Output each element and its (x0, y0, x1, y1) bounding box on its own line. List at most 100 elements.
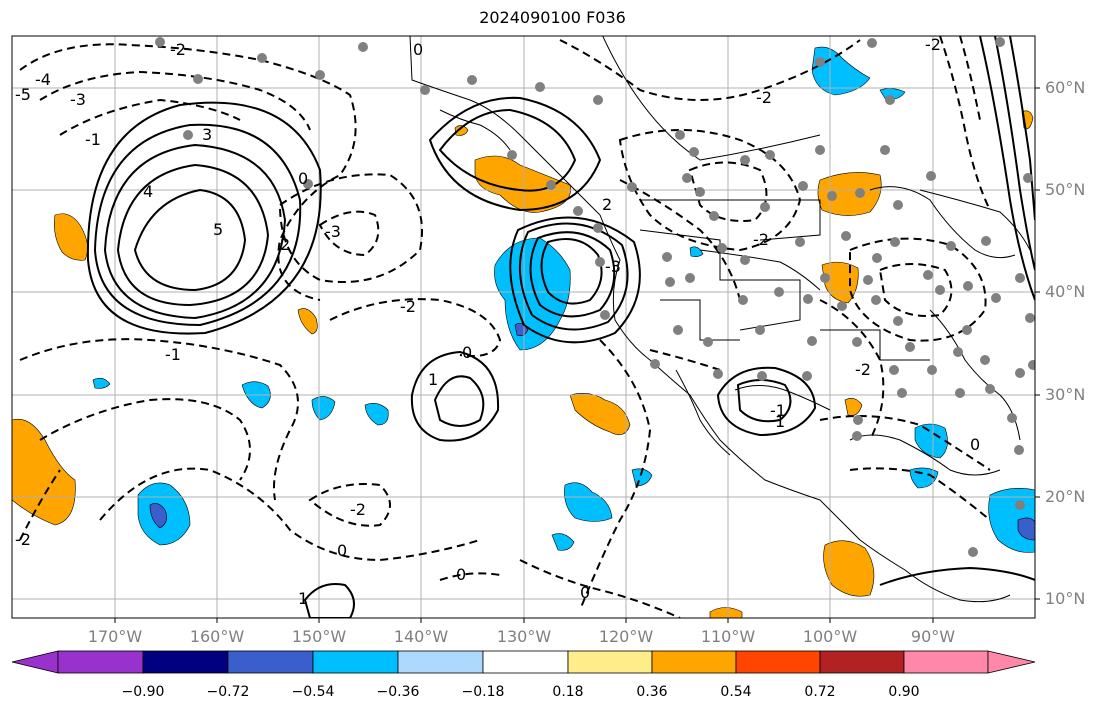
contour-label: -2 (400, 297, 416, 316)
contour-label: -5 (15, 85, 31, 104)
colorbar-segment (397, 650, 484, 674)
contour-label: 0 (413, 40, 423, 59)
shade-negative-region (914, 423, 948, 459)
shade-negative-region (811, 46, 871, 96)
colorbar-tick-label: −0.90 (121, 684, 165, 700)
colorbar-segment (903, 650, 989, 674)
shade-positive-region (823, 540, 875, 597)
lon-label-110w: 110°W (700, 627, 756, 646)
station-dots (155, 37, 1035, 557)
shade-negative-region (564, 482, 613, 522)
contour-label: -2 (855, 360, 871, 379)
shade-positive-region (709, 607, 743, 618)
shade-positive-region (569, 393, 631, 436)
colorbar-tick-label: 0.36 (636, 684, 668, 700)
shade-positive-region (474, 155, 571, 213)
colorbar-tick-label: −0.72 (206, 684, 250, 700)
contour-label: -3 (70, 90, 86, 109)
lat-label-20n: 20°N (1045, 487, 1086, 506)
contour-label: -3 (605, 257, 621, 276)
colorbar (11, 650, 1036, 674)
contour-label: -2 (925, 35, 941, 54)
colorbar-tick-label: 0.90 (888, 684, 920, 700)
lat-label-60n: 60°N (1045, 78, 1086, 97)
lon-label-150w: 150°W (291, 627, 347, 646)
colorbar-extend-low (11, 650, 59, 674)
colorbar-tick-label: 0.18 (552, 684, 584, 700)
coastlines (409, 36, 1031, 603)
lon-label-130w: 130°W (496, 627, 552, 646)
lat-label-50n: 50°N (1045, 180, 1086, 199)
colorbar-segment (482, 650, 569, 674)
contour-label: 0 (462, 343, 472, 362)
lon-label-140w: 140°W (393, 627, 449, 646)
lon-label-160w: 160°W (189, 627, 245, 646)
contour-label: 0 (580, 583, 590, 602)
contour-label: -1 (770, 401, 786, 420)
map-body: -2 0 -1 -3 -4 -5 2 3 4 5 -2 -3 -2 -1 1 0… (12, 35, 1035, 618)
contour-label: -1 (165, 345, 181, 364)
contour-label: -2 (15, 530, 31, 549)
contours-positive (86, 36, 1035, 618)
shade-positive-region (297, 308, 318, 335)
shade-negative-region (689, 246, 704, 257)
contour-label: 1 (775, 412, 785, 431)
shade-strong-negative-region (149, 503, 167, 529)
colorbar-tick-label: −0.18 (461, 684, 505, 700)
contour-label: 0 (337, 541, 347, 560)
contour-label: -2 (753, 230, 769, 249)
contour-label: -3 (325, 222, 341, 241)
shade-positive-region (54, 213, 88, 261)
colorbar-segment (651, 650, 737, 674)
shade-positive-region (12, 418, 76, 526)
contour-label: 3 (202, 125, 212, 144)
contour-label: -1 (85, 130, 101, 149)
contour-label: 5 (213, 220, 223, 239)
contour-label: -4 (35, 70, 51, 89)
colorbar-segment (735, 650, 821, 674)
shade-strong-negative-region (1017, 517, 1035, 541)
lon-label-90w: 90°W (910, 627, 956, 646)
colorbar-tick-label: −0.54 (291, 684, 335, 700)
lat-label-40n: 40°N (1045, 282, 1086, 301)
contour-label: -2 (170, 40, 186, 59)
contour-label: 2 (602, 195, 612, 214)
colorbar-tick-label: 0.54 (720, 684, 752, 700)
colorbar-segment (567, 650, 653, 674)
lat-label-10n: 10°N (1045, 589, 1086, 608)
shade-negative-region (311, 396, 336, 421)
axis-ticks (114, 87, 1040, 623)
colorbar-tick-label: 0.72 (804, 684, 836, 700)
colorbar-segment (819, 650, 905, 674)
contour-label: 1 (298, 589, 308, 608)
shading-layer (12, 46, 1035, 618)
lat-label-30n: 30°N (1045, 385, 1086, 404)
colorbar-segment (227, 650, 314, 674)
colorbar-tick-label: −0.36 (376, 684, 420, 700)
lon-label-170w: 170°W (87, 627, 143, 646)
colorbar-segment (142, 650, 229, 674)
lon-label-120w: 120°W (598, 627, 654, 646)
contour-label: 1 (428, 370, 438, 389)
contour-label: -2 (756, 88, 772, 107)
contour-label: 0 (456, 565, 466, 584)
contours-negative (19, 36, 991, 618)
lon-label-100w: 100°W (802, 627, 858, 646)
shade-negative-region (92, 377, 111, 389)
map-title: 2024090100 F036 (479, 8, 626, 27)
contour-label: 2 (280, 235, 290, 254)
shade-negative-region (364, 403, 389, 426)
shade-positive-region (454, 125, 469, 136)
shade-negative-region (551, 533, 575, 551)
contour-label: -2 (350, 500, 366, 519)
colorbar-segment (312, 650, 399, 674)
shade-positive-region (817, 172, 882, 216)
contour-label: 0 (298, 169, 308, 188)
contour-label: 4 (143, 182, 153, 201)
colorbar-segment (57, 650, 144, 674)
shade-negative-region (631, 468, 653, 487)
colorbar-extend-high (987, 650, 1036, 674)
contour-label: 0 (970, 435, 980, 454)
contour-labels: -2 0 -1 -3 -4 -5 2 3 4 5 -2 -3 -2 -1 1 0… (15, 35, 980, 608)
